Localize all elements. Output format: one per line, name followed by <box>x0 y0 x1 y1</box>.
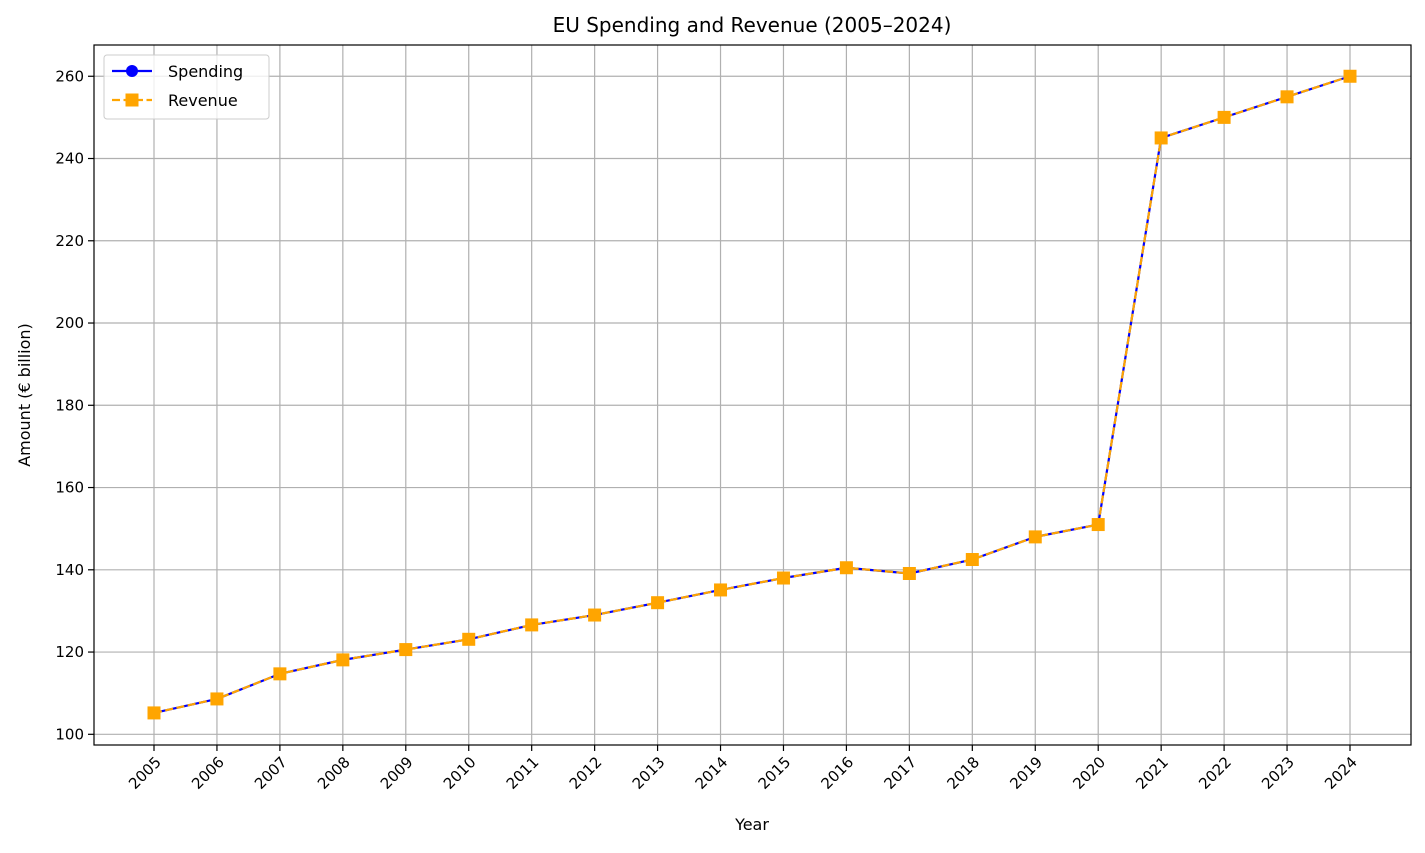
y-tick-label: 220 <box>55 232 84 250</box>
y-tick-label: 240 <box>55 150 84 168</box>
legend-entry-revenue: Revenue <box>112 91 238 110</box>
revenue-line <box>153 75 1351 714</box>
legend-entry-spending: Spending <box>112 62 243 81</box>
revenue-point <box>336 653 350 667</box>
y-axis-label: Amount (€ billion) <box>15 323 34 467</box>
revenue-point <box>965 553 979 567</box>
plot-frame <box>93 44 1412 746</box>
grid-lines <box>94 45 1411 745</box>
y-tick-label: 260 <box>55 67 84 85</box>
revenue-point <box>588 608 602 622</box>
y-axis: 100 120 140 160 180 200 220 240 260 <box>55 67 94 743</box>
y-tick-label: 160 <box>55 479 84 497</box>
legend-label: Spending <box>168 62 243 81</box>
revenue-point <box>1091 518 1105 532</box>
revenue-point <box>1343 69 1357 83</box>
revenue-point <box>525 618 539 632</box>
legend: Spending Revenue <box>103 54 270 120</box>
chart-title: EU Spending and Revenue (2005–2024) <box>553 13 952 37</box>
revenue-point <box>399 643 413 657</box>
y-tick-label: 140 <box>55 561 84 579</box>
revenue-point <box>1217 110 1231 124</box>
y-tick-label: 120 <box>55 643 84 661</box>
x-axis-label: Year <box>734 815 769 834</box>
revenue-point <box>714 583 728 597</box>
legend-marker <box>125 93 139 107</box>
revenue-point <box>839 561 853 575</box>
series-layer <box>147 69 1357 720</box>
y-tick-label: 200 <box>55 314 84 332</box>
revenue-point <box>273 667 287 681</box>
revenue-point <box>776 571 790 585</box>
revenue-point <box>1028 530 1042 544</box>
revenue-point <box>147 706 161 720</box>
revenue-point <box>902 566 916 580</box>
revenue-point <box>651 596 665 610</box>
revenue-point <box>462 632 476 646</box>
y-tick-label: 180 <box>55 396 84 414</box>
y-tick-label: 100 <box>55 725 84 743</box>
legend-marker <box>126 65 138 77</box>
revenue-point <box>1280 90 1294 104</box>
revenue-point <box>210 692 224 706</box>
series-revenue <box>147 69 1357 720</box>
revenue-point <box>1154 131 1168 145</box>
legend-label: Revenue <box>168 91 238 110</box>
